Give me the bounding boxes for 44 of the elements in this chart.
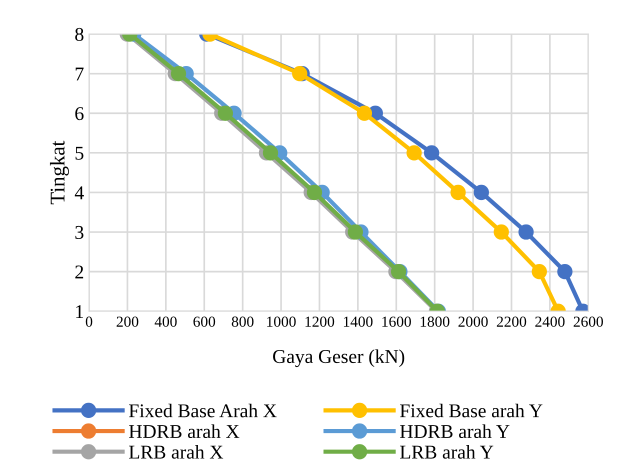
x-tick-label: 1000 xyxy=(267,316,296,327)
y-tick-label: 7 xyxy=(76,68,84,80)
y-tick-label: 4 xyxy=(74,186,84,200)
legend-label: LRB arah X xyxy=(129,445,224,459)
point xyxy=(557,264,573,280)
point xyxy=(348,224,364,240)
x-tick-label: 0 xyxy=(86,316,92,327)
point xyxy=(306,184,322,200)
x-tick-label: 1800 xyxy=(420,316,450,327)
legend-label: LRB arah Y xyxy=(400,445,494,459)
x-tick-label: 1600 xyxy=(382,316,411,327)
x-tick-label: 2000 xyxy=(458,316,488,327)
legend-label: HDRB arah Y xyxy=(400,424,510,438)
point xyxy=(494,224,509,240)
x-tick-label: 800 xyxy=(232,316,254,327)
y-tick-label: 8 xyxy=(75,28,84,41)
point xyxy=(406,145,422,160)
y-tick-label: 1 xyxy=(76,305,84,318)
point xyxy=(218,106,234,121)
y-tick-label: 5 xyxy=(76,146,84,160)
x-tick-label: 2200 xyxy=(496,316,526,327)
point xyxy=(424,145,440,160)
x-tick-label: 1400 xyxy=(344,316,373,327)
y-tick-label: 6 xyxy=(75,107,84,120)
point xyxy=(532,264,547,280)
x-tick-label: 1200 xyxy=(306,316,334,327)
y-tick-label: 3 xyxy=(75,226,84,239)
point xyxy=(450,184,466,200)
x-axis-title: Gaya Geser (kN) xyxy=(273,349,404,368)
point xyxy=(474,184,489,200)
x-tick-label: 600 xyxy=(193,316,216,327)
point xyxy=(518,224,534,240)
x-tick-label: 400 xyxy=(154,316,177,327)
x-tick-label: 2600 xyxy=(574,316,603,327)
y-tick-label: 2 xyxy=(75,266,84,278)
y-axis-title: Tingkat xyxy=(50,140,69,204)
point xyxy=(170,66,186,82)
x-tick-label: 200 xyxy=(116,316,138,327)
legend-label: HDRB arah X xyxy=(129,424,240,438)
point xyxy=(262,145,278,160)
legend-label: Fixed Base arah Y xyxy=(400,404,542,418)
point xyxy=(356,106,372,121)
legend-label: Fixed Base Arah X xyxy=(129,404,277,418)
x-tick-label: 2400 xyxy=(535,316,565,327)
